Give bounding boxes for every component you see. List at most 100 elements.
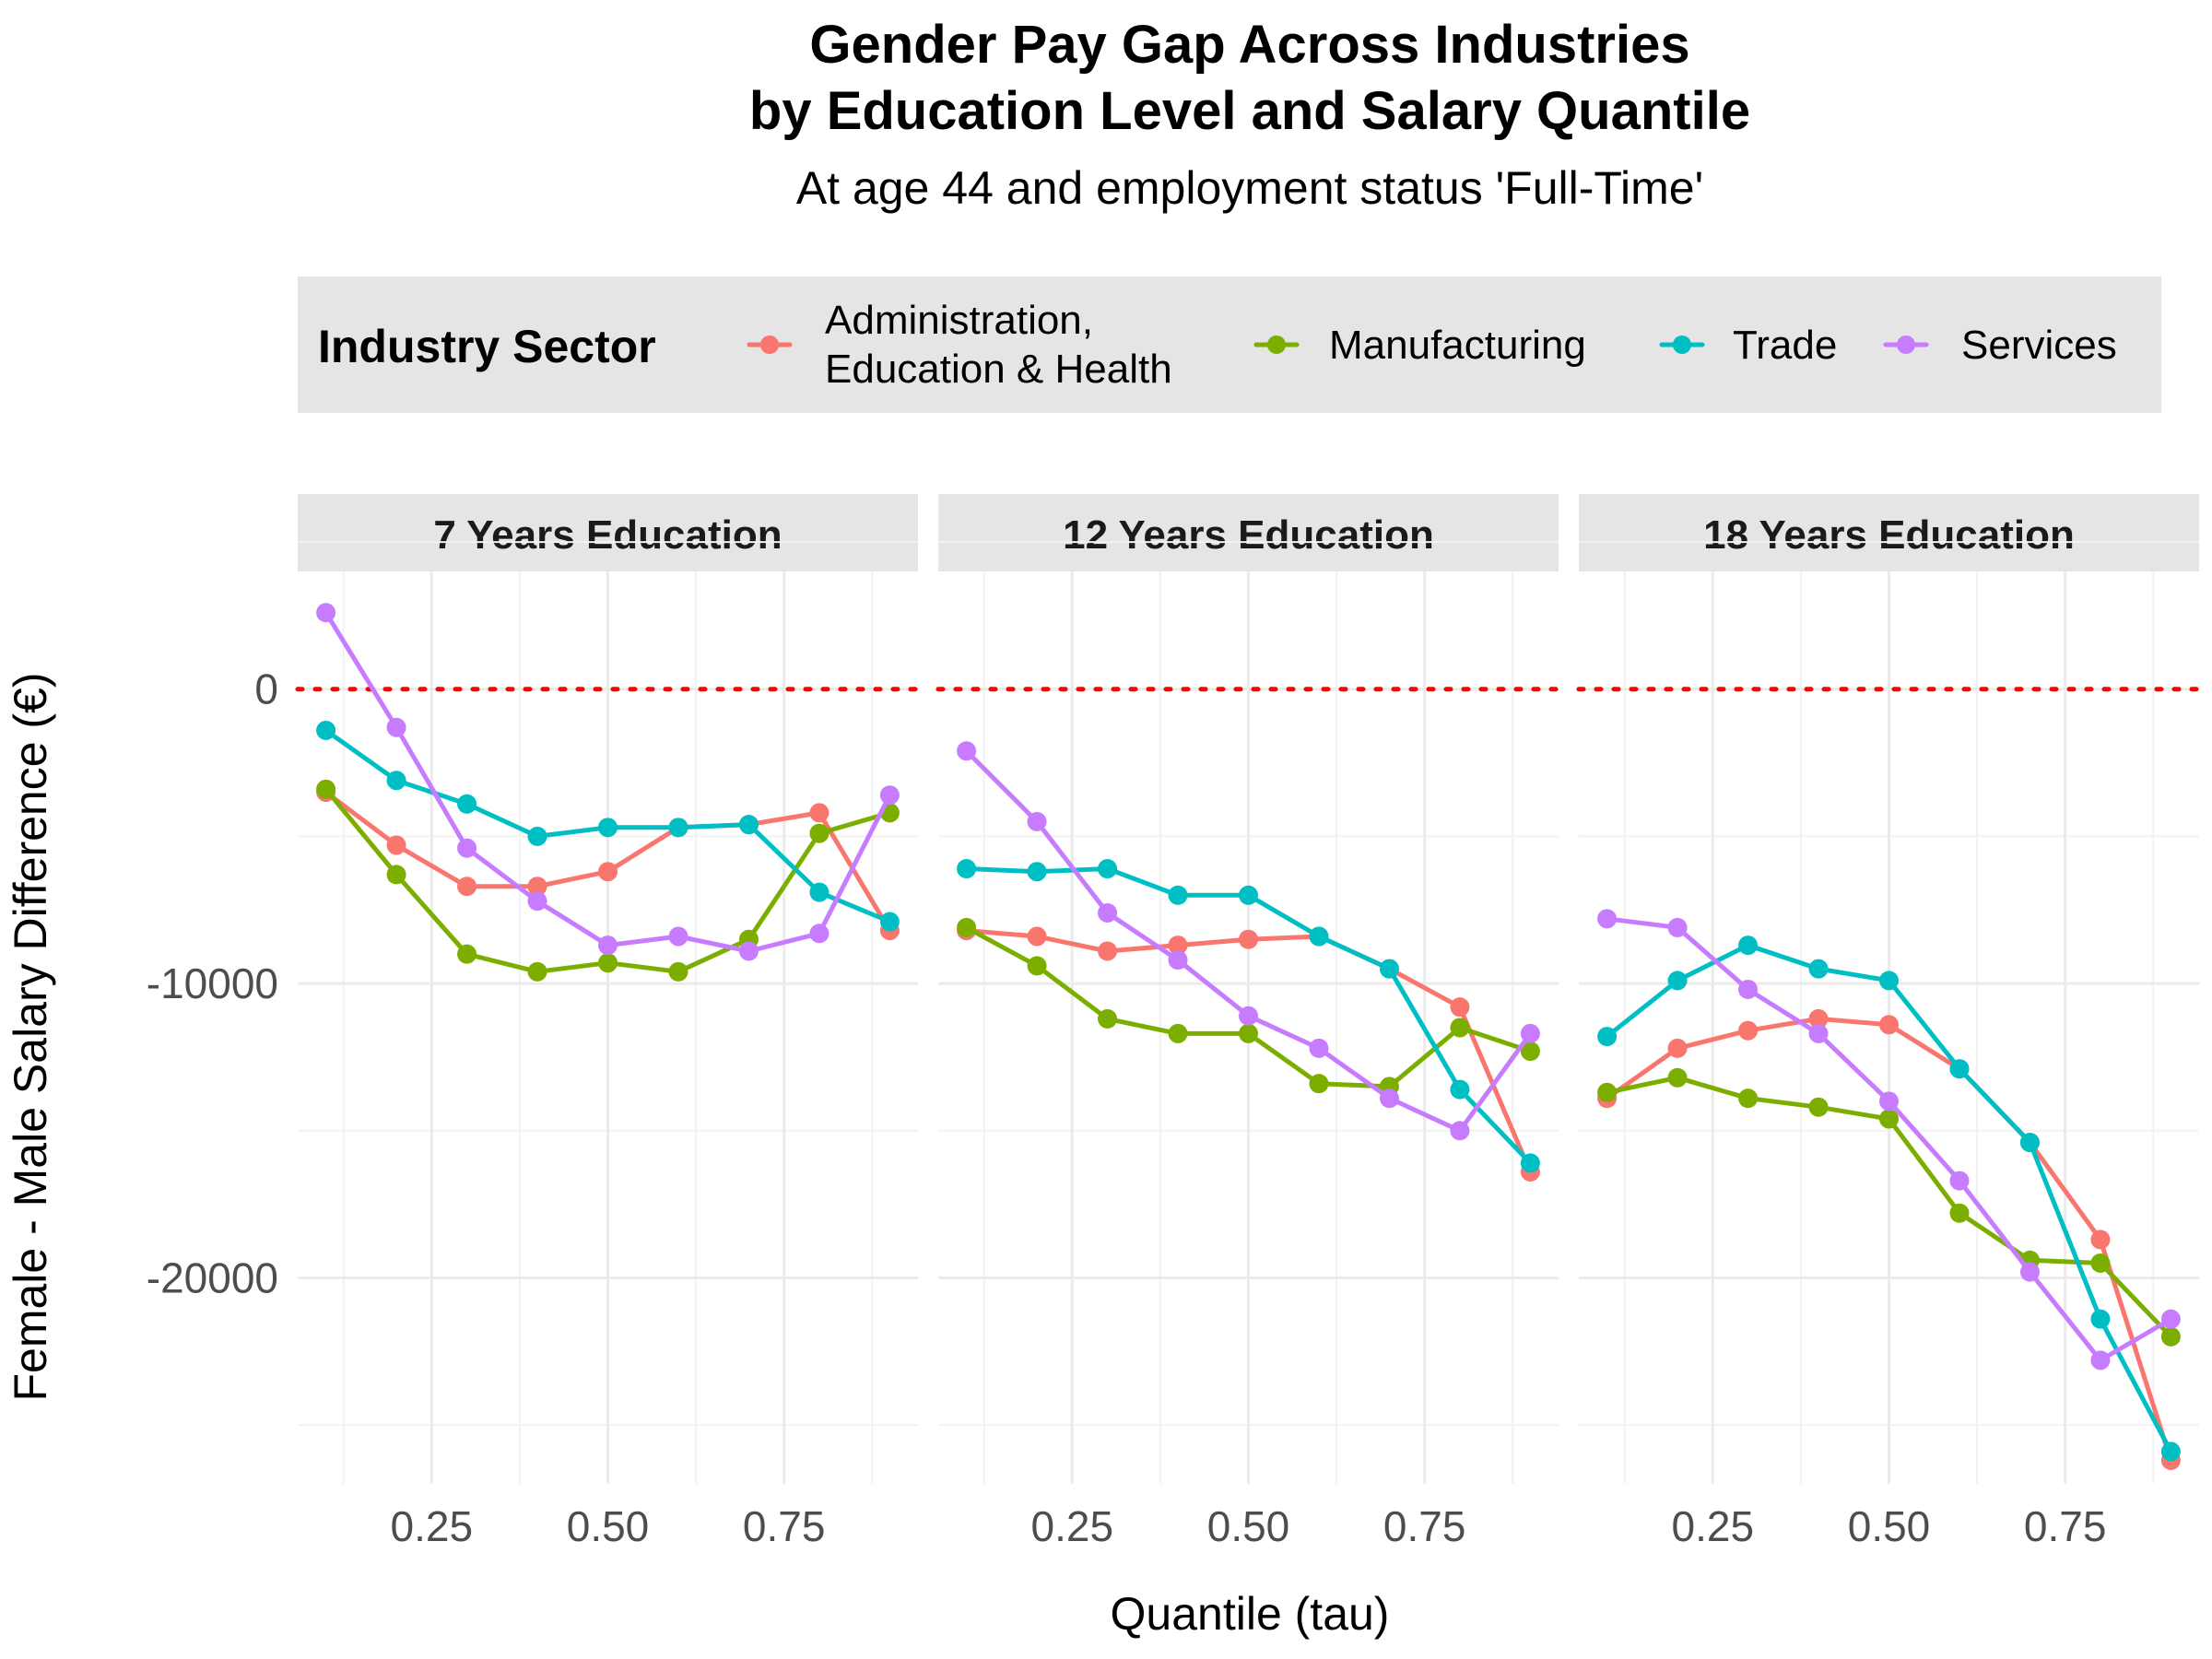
data-point-1-2-6 <box>668 961 688 982</box>
data-point-3-2-5 <box>1879 1109 1899 1129</box>
legend-label-series-2: Manufacturing <box>1329 323 1586 368</box>
legend-key-point-series-2 <box>1267 335 1286 354</box>
data-point-3-2-8 <box>2090 1253 2111 1273</box>
data-point-2-4-3 <box>1098 902 1118 923</box>
x-tick-label-1-3: 0.75 <box>743 1502 826 1550</box>
legend-background <box>298 276 2161 413</box>
data-point-1-3-7 <box>738 815 759 835</box>
legend-key-point-series-1 <box>760 335 779 354</box>
data-point-1-3-5 <box>598 818 618 838</box>
data-point-3-4-6 <box>1949 1171 1970 1191</box>
legend-title: Industry Sector <box>318 321 656 372</box>
data-point-3-4-2 <box>1667 917 1688 937</box>
data-point-3-4-4 <box>1808 1023 1829 1043</box>
data-point-2-3-9 <box>1520 1153 1540 1173</box>
data-point-2-3-4 <box>1168 885 1188 905</box>
data-point-2-1-8 <box>1450 997 1470 1018</box>
data-point-2-2-2 <box>1027 956 1047 976</box>
panel-3: 18 Years Education 0.25 0.50 0.75 <box>1576 494 2202 1550</box>
data-point-2-4-2 <box>1027 811 1047 831</box>
data-point-3-2-4 <box>1808 1097 1829 1117</box>
data-point-2-2-9 <box>1520 1041 1540 1062</box>
data-point-3-4-9 <box>2160 1309 2181 1329</box>
chart-title-line-2: by Education Level and Salary Quantile <box>749 81 1750 141</box>
data-point-1-2-5 <box>598 953 618 973</box>
data-point-3-3-5 <box>1879 971 1899 991</box>
data-point-1-2-3 <box>457 944 477 964</box>
chart-subtitle: At age 44 and employment status 'Full-Ti… <box>796 162 1703 214</box>
legend-label-series-1-line-1: Administration, <box>825 298 1093 343</box>
chart-title-line-1: Gender Pay Gap Across Industries <box>809 15 1689 75</box>
data-point-3-1-3 <box>1738 1020 1759 1041</box>
data-point-2-4-5 <box>1239 1006 1258 1026</box>
data-point-3-1-4 <box>1808 1008 1829 1029</box>
legend-label-series-4: Services <box>1961 323 2117 368</box>
x-tick-label-2-1: 0.25 <box>1031 1502 1114 1550</box>
data-point-2-3-5 <box>1239 885 1258 905</box>
legend-items: Administration,Education & Health Manufac… <box>747 298 2117 392</box>
data-point-1-1-4 <box>527 877 547 897</box>
strip-background-3 <box>1579 494 2199 571</box>
data-point-1-1-3 <box>457 877 477 897</box>
data-point-3-1-5 <box>1879 1015 1899 1035</box>
panel-2: 12 Years Education 0.25 0.50 0.75 <box>935 494 1561 1550</box>
data-point-3-3-7 <box>2019 1133 2040 1153</box>
data-point-2-2-3 <box>1098 1008 1118 1029</box>
panel-1: 7 Years Education 0.25 0.50 0.75 <box>295 494 921 1550</box>
data-point-2-4-9 <box>1520 1023 1540 1043</box>
data-point-1-3-3 <box>457 794 477 814</box>
data-point-1-3-2 <box>386 771 406 791</box>
data-point-1-3-4 <box>527 826 547 846</box>
x-tick-label-3-3: 0.75 <box>2024 1502 2107 1550</box>
y-tick-label-1: 0 <box>254 665 278 713</box>
y-axis-title: Female - Male Salary Difference (€) <box>5 672 56 1401</box>
data-point-2-2-1 <box>957 917 977 937</box>
y-tick-label-3: -20000 <box>147 1253 278 1301</box>
data-point-3-4-1 <box>1597 909 1618 929</box>
legend-key-point-series-3 <box>1673 335 1691 354</box>
data-point-3-2-2 <box>1667 1067 1688 1088</box>
data-point-2-2-6 <box>1309 1074 1329 1094</box>
data-point-3-4-8 <box>2090 1350 2111 1371</box>
data-point-3-4-5 <box>1879 1091 1899 1112</box>
data-point-1-2-2 <box>386 865 406 885</box>
legend-key-point-series-4 <box>1897 335 1915 354</box>
data-point-1-4-8 <box>809 924 830 944</box>
x-axis-title: Quantile (tau) <box>1111 1588 1390 1640</box>
data-point-2-1-5 <box>1239 929 1258 949</box>
data-point-3-2-1 <box>1597 1082 1618 1102</box>
data-point-2-4-1 <box>957 741 977 761</box>
data-point-3-2-3 <box>1738 1088 1759 1109</box>
data-point-2-4-6 <box>1309 1038 1329 1058</box>
data-point-2-4-8 <box>1450 1121 1470 1141</box>
data-point-3-4-3 <box>1738 979 1759 999</box>
legend-label-series-3: Trade <box>1733 323 1837 368</box>
data-point-2-3-7 <box>1379 959 1399 979</box>
x-tick-label-1-1: 0.25 <box>391 1502 474 1550</box>
panel-1-series-3 <box>316 720 900 932</box>
data-point-1-3-6 <box>668 818 688 838</box>
data-point-1-3-9 <box>879 912 900 932</box>
data-point-2-1-4 <box>1168 935 1188 956</box>
data-point-1-4-2 <box>386 717 406 737</box>
legend: Industry Sector Administration,Education… <box>298 276 2161 413</box>
data-point-2-4-7 <box>1379 1088 1399 1109</box>
x-tick-label-2-2: 0.50 <box>1207 1502 1290 1550</box>
data-point-1-4-3 <box>457 838 477 858</box>
strip-background-2 <box>938 494 1559 571</box>
data-point-1-3-8 <box>809 882 830 902</box>
data-point-1-4-9 <box>879 785 900 806</box>
data-point-2-3-8 <box>1450 1079 1470 1100</box>
data-point-1-4-7 <box>738 941 759 961</box>
data-point-3-1-2 <box>1667 1038 1688 1058</box>
legend-label-series-1-line-2: Education & Health <box>825 347 1172 392</box>
data-point-1-2-8 <box>809 823 830 843</box>
panel-3-series-3 <box>1597 935 2181 1462</box>
data-point-3-2-9 <box>2160 1326 2181 1347</box>
data-point-3-3-9 <box>2160 1441 2181 1462</box>
strip-label-1: 7 Years Education <box>433 512 782 558</box>
data-point-1-1-5 <box>598 862 618 882</box>
strip-label-3: 18 Years Education <box>1703 512 2075 558</box>
x-tick-label-2-3: 0.75 <box>1383 1502 1466 1550</box>
